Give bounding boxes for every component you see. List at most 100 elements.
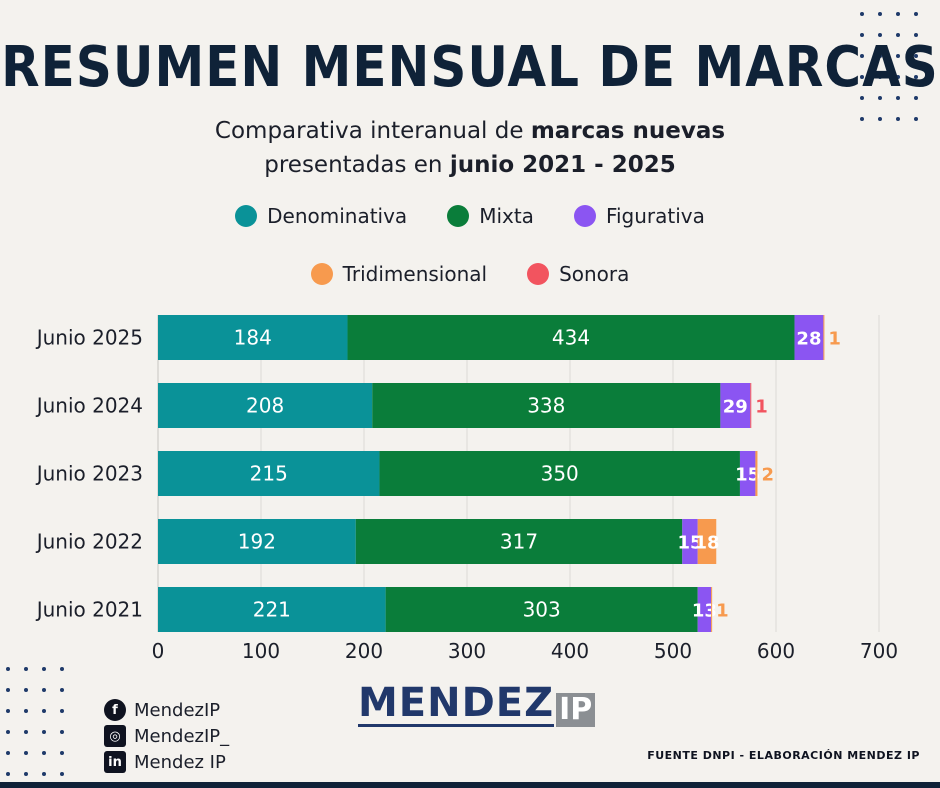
legend-swatch <box>573 205 596 227</box>
social-facebook[interactable]: f MendezIP <box>104 699 220 721</box>
social-instagram[interactable]: ◎ MendezIP_ <box>104 725 229 747</box>
data-label: 18 <box>694 533 719 554</box>
decorative-dot <box>24 709 28 713</box>
social-linkedin[interactable]: in Mendez IP <box>104 751 226 773</box>
category-label: Junio 2024 <box>35 394 143 418</box>
decorative-dot <box>914 54 918 58</box>
decorative-dot <box>860 117 864 121</box>
data-label: 184 <box>234 326 272 350</box>
bar-segment <box>385 587 698 632</box>
decorative-dot <box>42 709 46 713</box>
decorative-dot <box>860 12 864 16</box>
source-note: FUENTE DNPI - ELABORACIÓN MENDEZ IP <box>647 749 920 762</box>
decorative-dot <box>860 75 864 79</box>
category-label: Junio 2022 <box>35 530 143 554</box>
decorative-dot <box>896 12 900 16</box>
x-tick-label: 200 <box>345 639 383 663</box>
decorative-dot <box>6 667 10 671</box>
decorative-dot <box>878 117 882 121</box>
decorative-dot <box>42 667 46 671</box>
bar-segment <box>823 315 825 360</box>
bar-segment <box>347 315 795 360</box>
bar-segment <box>372 383 721 428</box>
x-tick-label: 600 <box>757 639 795 663</box>
legend-swatch <box>235 205 258 227</box>
decorative-dot <box>896 54 900 58</box>
facebook-icon: f <box>104 699 126 721</box>
bar-segment <box>355 519 683 564</box>
page-title: RESUMEN MENSUAL DE MARCAS <box>1 34 939 100</box>
decorative-dot <box>24 730 28 734</box>
decorative-dot <box>878 75 882 79</box>
x-tick-label: 700 <box>860 639 898 663</box>
decorative-dot <box>6 730 10 734</box>
decorative-dot <box>896 33 900 37</box>
linkedin-icon: in <box>104 751 126 773</box>
decorative-dot <box>878 96 882 100</box>
decorative-dot <box>24 667 28 671</box>
decorative-dot <box>896 75 900 79</box>
x-tick-label: 0 <box>152 639 165 663</box>
data-label: 15 <box>735 465 760 486</box>
decorative-dot <box>6 772 10 776</box>
data-label: 350 <box>541 462 579 486</box>
decorative-dot <box>42 688 46 692</box>
decorative-dot <box>6 688 10 692</box>
data-label: 434 <box>552 326 590 350</box>
decorative-dot <box>896 96 900 100</box>
decorative-dot <box>878 12 882 16</box>
decorative-dot <box>878 54 882 58</box>
bar-segment <box>158 315 348 360</box>
bar-segment <box>697 519 717 564</box>
decorative-dot <box>24 751 28 755</box>
subtitle-line-2: presentadas en junio 2021 - 2025 <box>264 152 676 178</box>
decorative-dot <box>24 772 28 776</box>
bar-segment <box>755 451 758 496</box>
decorative-dot <box>24 688 28 692</box>
decorative-dot <box>860 54 864 58</box>
decorative-dot <box>914 117 918 121</box>
bottom-bar <box>0 782 940 788</box>
bar-segment <box>794 315 824 360</box>
bar-segment <box>158 587 386 632</box>
bar-segment <box>682 519 698 564</box>
data-label: 2 <box>761 465 774 486</box>
bar-segment <box>720 383 751 428</box>
decorative-dot <box>6 709 10 713</box>
instagram-icon: ◎ <box>104 725 126 747</box>
legend-swatch <box>447 205 470 227</box>
x-tick-label: 400 <box>551 639 589 663</box>
data-label: 13 <box>692 601 717 622</box>
data-label: 338 <box>527 394 565 418</box>
data-label: 29 <box>723 397 748 418</box>
bar-segment <box>711 587 713 632</box>
decorative-dot <box>896 117 900 121</box>
data-label: 15 <box>677 533 702 554</box>
x-tick-label: 100 <box>242 639 280 663</box>
decorative-dot <box>42 751 46 755</box>
decorative-dot <box>60 709 64 713</box>
legend-item-sonora: Sonora <box>527 262 629 286</box>
data-label: 303 <box>523 598 561 622</box>
data-label: 208 <box>246 394 284 418</box>
decorative-dot <box>860 96 864 100</box>
bar-segment <box>750 383 752 428</box>
data-label: 192 <box>238 530 276 554</box>
x-tick-label: 300 <box>448 639 486 663</box>
legend-item-mixta: Mixta <box>447 204 534 228</box>
category-label: Junio 2021 <box>35 598 143 622</box>
decorative-dot <box>42 730 46 734</box>
data-label: 1 <box>828 329 841 350</box>
data-label: 221 <box>253 598 291 622</box>
bar-segment <box>158 519 356 564</box>
legend-swatch <box>527 263 550 285</box>
data-label: 1 <box>755 397 768 418</box>
legend-item-tridimensional: Tridimensional <box>310 262 487 286</box>
category-label: Junio 2023 <box>35 462 143 486</box>
decorative-dot <box>60 688 64 692</box>
legend-item-figurativa: Figurativa <box>573 204 705 228</box>
decorative-dot <box>914 33 918 37</box>
data-label: 215 <box>250 462 288 486</box>
decorative-dot <box>60 730 64 734</box>
legend-swatch <box>310 263 333 285</box>
